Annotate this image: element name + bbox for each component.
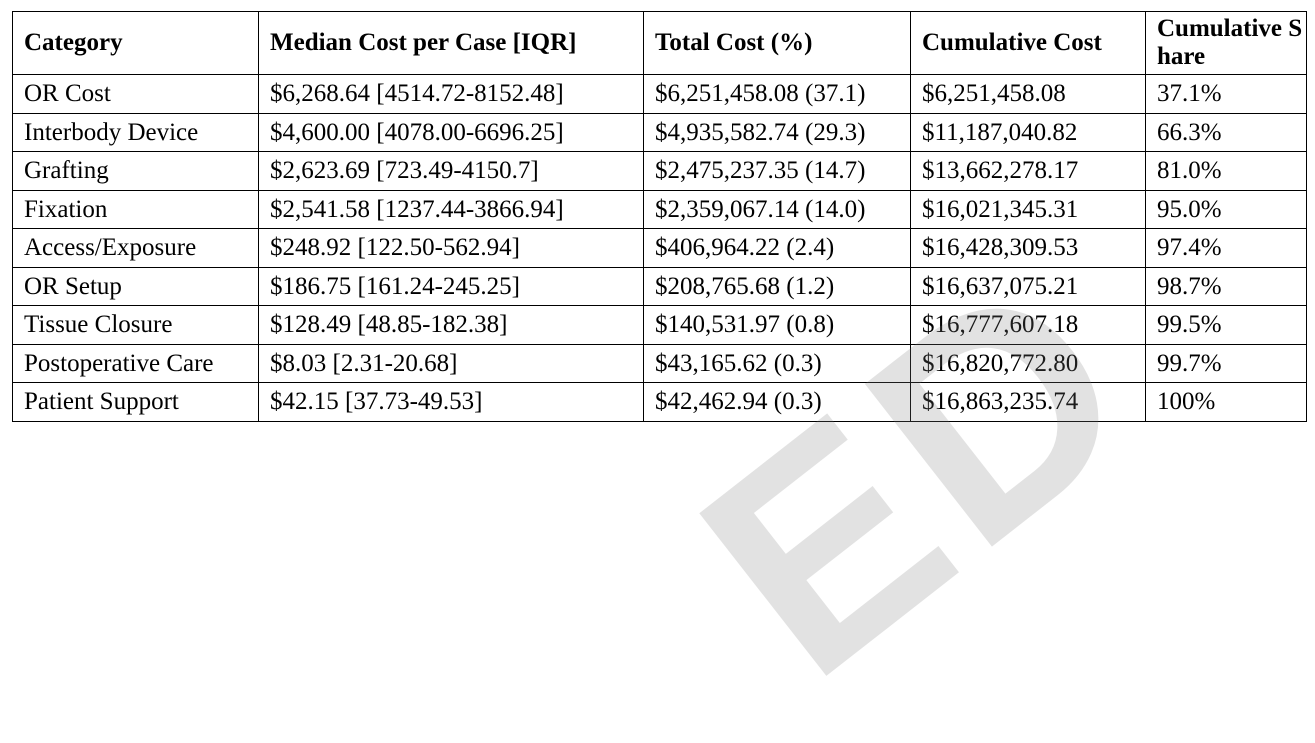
cell-cumulative-share: 81.0% <box>1145 151 1307 191</box>
cell-cumulative-cost: $11,187,040.82 <box>910 112 1146 152</box>
document-page: Category Median Cost per Case [IQR] Tota… <box>12 11 1307 739</box>
cell-cumulative-share: 37.1% <box>1145 74 1307 114</box>
header-total-cost: Total Cost (%) <box>643 11 911 75</box>
table-row: Interbody Device $4,600.00 [4078.00-6696… <box>12 112 1307 152</box>
table-row: Patient Support $42.15 [37.73-49.53] $42… <box>12 382 1307 422</box>
cell-cumulative-share: 95.0% <box>1145 189 1307 229</box>
cell-cumulative-cost: $16,777,607.18 <box>910 305 1146 345</box>
cell-total-cost: $140,531.97 (0.8) <box>643 305 911 345</box>
cell-cumulative-share: 97.4% <box>1145 228 1307 268</box>
cell-total-cost: $43,165.62 (0.3) <box>643 343 911 383</box>
table-row: Fixation $2,541.58 [1237.44-3866.94] $2,… <box>12 189 1307 229</box>
table-row: Tissue Closure $128.49 [48.85-182.38] $1… <box>12 305 1307 345</box>
cell-total-cost: $4,935,582.74 (29.3) <box>643 112 911 152</box>
cost-table: Category Median Cost per Case [IQR] Tota… <box>12 11 1307 422</box>
header-cumulative-share: Cumulative Share <box>1145 11 1307 75</box>
cell-median-cost: $248.92 [122.50-562.94] <box>258 228 644 268</box>
table-header-row: Category Median Cost per Case [IQR] Tota… <box>12 11 1307 75</box>
cell-total-cost: $208,765.68 (1.2) <box>643 266 911 306</box>
table-row: Access/Exposure $248.92 [122.50-562.94] … <box>12 228 1307 268</box>
table-row: Postoperative Care $8.03 [2.31-20.68] $4… <box>12 343 1307 383</box>
cell-cumulative-share: 99.5% <box>1145 305 1307 345</box>
cell-cumulative-cost: $16,863,235.74 <box>910 382 1146 422</box>
cell-total-cost: $406,964.22 (2.4) <box>643 228 911 268</box>
cell-cumulative-cost: $16,021,345.31 <box>910 189 1146 229</box>
cell-cumulative-share: 99.7% <box>1145 343 1307 383</box>
cell-median-cost: $6,268.64 [4514.72-8152.48] <box>258 74 644 114</box>
cell-category: Tissue Closure <box>12 305 259 345</box>
header-median-cost: Median Cost per Case [IQR] <box>258 11 644 75</box>
cell-median-cost: $2,623.69 [723.49-4150.7] <box>258 151 644 191</box>
cell-median-cost: $42.15 [37.73-49.53] <box>258 382 644 422</box>
cell-category: Postoperative Care <box>12 343 259 383</box>
cell-cumulative-cost: $13,662,278.17 <box>910 151 1146 191</box>
table-row: OR Cost $6,268.64 [4514.72-8152.48] $6,2… <box>12 74 1307 114</box>
cell-median-cost: $186.75 [161.24-245.25] <box>258 266 644 306</box>
cell-total-cost: $42,462.94 (0.3) <box>643 382 911 422</box>
cell-cumulative-cost: $16,428,309.53 <box>910 228 1146 268</box>
cell-cumulative-cost: $16,820,772.80 <box>910 343 1146 383</box>
cell-category: Patient Support <box>12 382 259 422</box>
cell-cumulative-share: 66.3% <box>1145 112 1307 152</box>
cell-median-cost: $4,600.00 [4078.00-6696.25] <box>258 112 644 152</box>
cell-category: Grafting <box>12 151 259 191</box>
cell-cumulative-cost: $16,637,075.21 <box>910 266 1146 306</box>
header-cumulative-cost: Cumulative Cost <box>910 11 1146 75</box>
cell-category: Access/Exposure <box>12 228 259 268</box>
cell-category: Interbody Device <box>12 112 259 152</box>
cell-category: Fixation <box>12 189 259 229</box>
table-row: OR Setup $186.75 [161.24-245.25] $208,76… <box>12 266 1307 306</box>
cell-category: OR Cost <box>12 74 259 114</box>
header-category: Category <box>12 11 259 75</box>
cell-category: OR Setup <box>12 266 259 306</box>
cell-median-cost: $8.03 [2.31-20.68] <box>258 343 644 383</box>
cell-median-cost: $2,541.58 [1237.44-3866.94] <box>258 189 644 229</box>
cell-total-cost: $2,359,067.14 (14.0) <box>643 189 911 229</box>
cell-cumulative-share: 98.7% <box>1145 266 1307 306</box>
cell-cumulative-cost: $6,251,458.08 <box>910 74 1146 114</box>
cell-cumulative-share: 100% <box>1145 382 1307 422</box>
cell-median-cost: $128.49 [48.85-182.38] <box>258 305 644 345</box>
table-row: Grafting $2,623.69 [723.49-4150.7] $2,47… <box>12 151 1307 191</box>
cell-total-cost: $2,475,237.35 (14.7) <box>643 151 911 191</box>
cell-total-cost: $6,251,458.08 (37.1) <box>643 74 911 114</box>
